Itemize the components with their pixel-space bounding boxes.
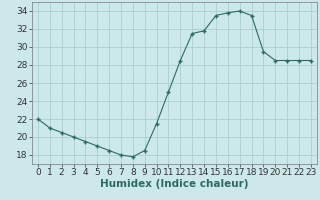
X-axis label: Humidex (Indice chaleur): Humidex (Indice chaleur) [100,179,249,189]
